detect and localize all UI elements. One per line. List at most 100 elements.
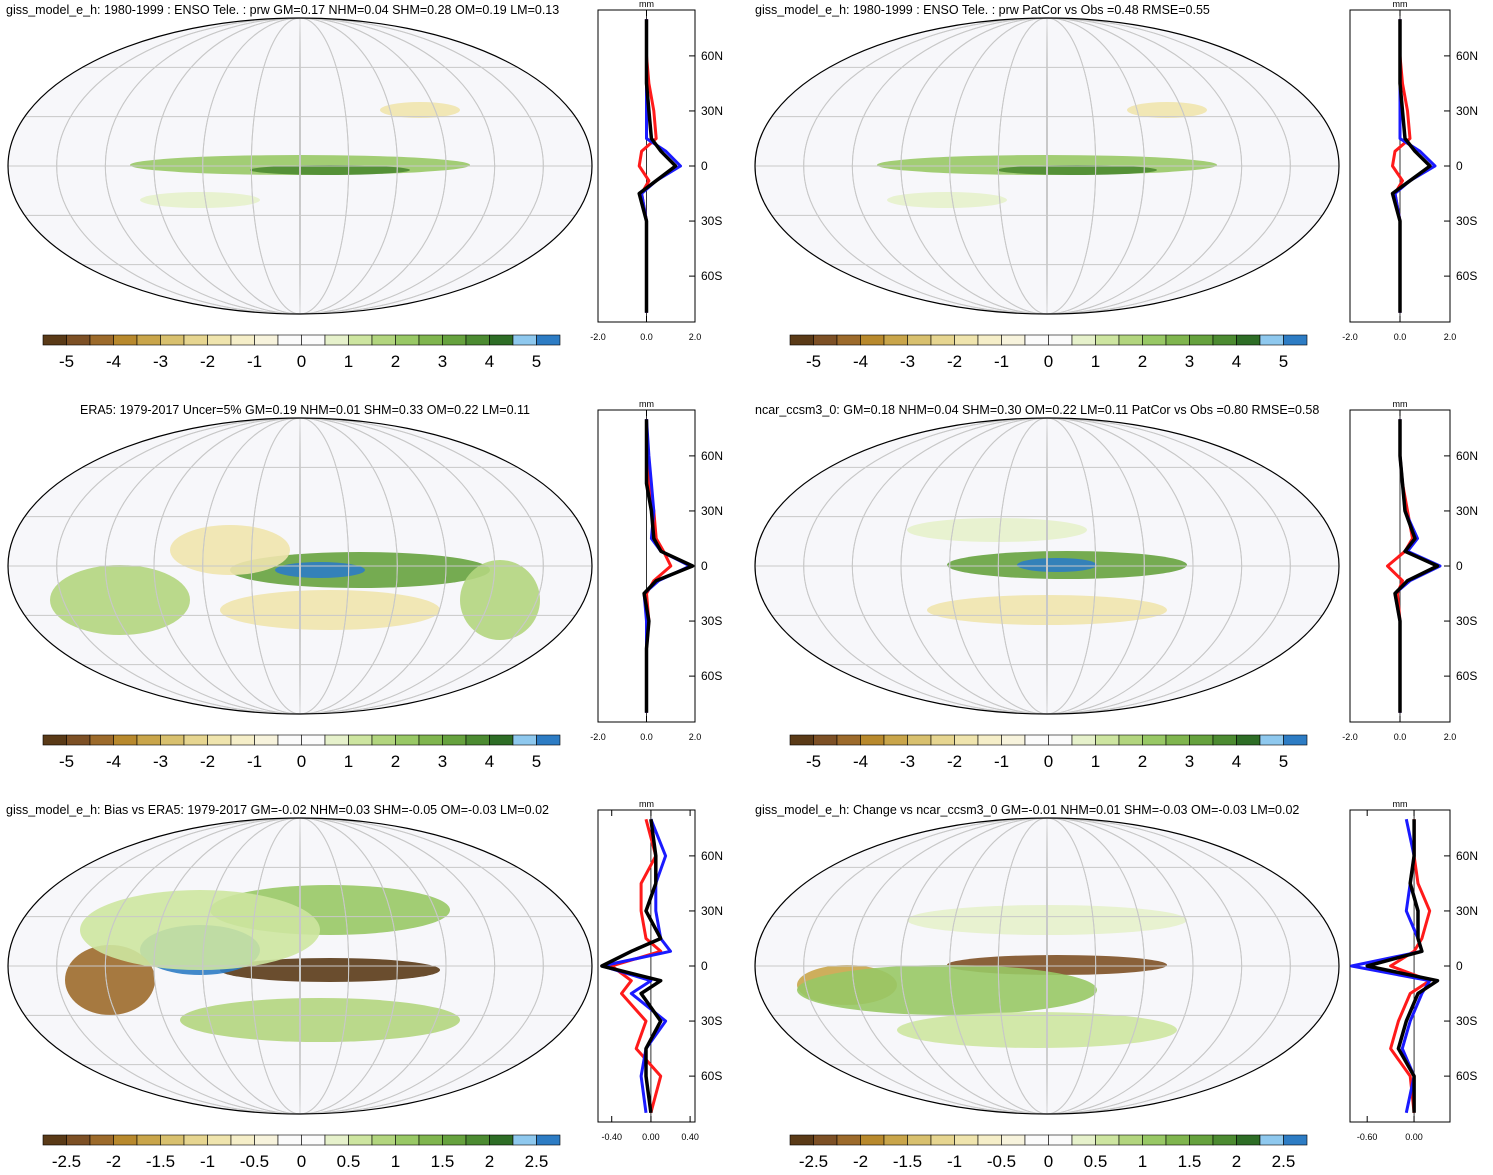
- colorbar-box: [1142, 734, 1167, 746]
- colorbar-box: [1283, 1134, 1308, 1146]
- colorbar-label: 4: [485, 752, 494, 771]
- profile-line: [610, 818, 663, 1114]
- x-tick-label: 2.0: [1444, 732, 1457, 742]
- field-blob: [997, 165, 1157, 175]
- colorbar-box: [1048, 734, 1073, 746]
- colorbar-box: [207, 734, 232, 746]
- colorbar-box: [860, 734, 885, 746]
- map-outline: [754, 17, 1340, 315]
- colorbar-box: [301, 334, 326, 346]
- panel: ncar_ccsm3_0: GM=0.18 NHM=0.04 SHM=0.30 …: [754, 399, 1478, 771]
- colorbar-box: [1165, 1134, 1190, 1146]
- colorbar-box: [42, 1134, 67, 1146]
- colorbar-label: -2: [947, 352, 962, 371]
- colorbar-box: [1236, 734, 1261, 746]
- colorbar-label: -1: [200, 1152, 215, 1170]
- colorbar-label: -4: [853, 352, 868, 371]
- colorbar-box: [254, 334, 279, 346]
- colorbar-box: [371, 334, 396, 346]
- profile-frame: [1349, 409, 1451, 723]
- colorbar-label: -1: [994, 752, 1009, 771]
- colorbar-box: [66, 734, 91, 746]
- y-tick-label: 30N: [701, 104, 723, 118]
- field-blob: [80, 890, 320, 970]
- colorbar-label: 1: [344, 352, 353, 371]
- meridian: [153, 418, 447, 714]
- colorbar-box: [254, 1134, 279, 1146]
- colorbar-label: 4: [1232, 752, 1241, 771]
- colorbar-label: 2.5: [1272, 1152, 1296, 1170]
- colorbar-box: [907, 334, 932, 346]
- colorbar-box: [89, 334, 114, 346]
- colorbar-label: -2: [200, 352, 215, 371]
- colorbar-box: [1071, 734, 1096, 746]
- colorbar-box: [160, 334, 185, 346]
- colorbar-label: 1: [1091, 752, 1100, 771]
- colorbar-box: [789, 1134, 814, 1146]
- colorbar-box: [277, 334, 302, 346]
- colorbar-label: -1.5: [893, 1152, 922, 1170]
- meridian: [299, 18, 301, 314]
- profile-line: [1393, 419, 1440, 713]
- map-field: [8, 818, 592, 1114]
- colorbar-box: [1189, 1134, 1214, 1146]
- profile-unit: mm: [1393, 399, 1408, 409]
- colorbar-box: [1024, 334, 1049, 346]
- colorbar-box: [1236, 1134, 1261, 1146]
- colorbar-box: [136, 734, 161, 746]
- colorbar-box: [1095, 334, 1120, 346]
- meridian: [1046, 818, 1048, 1114]
- map-outline: [754, 817, 1340, 1115]
- y-tick-label: 60N: [1456, 849, 1478, 863]
- x-tick-label: 0.40: [681, 1132, 699, 1142]
- colorbar-label: -1.5: [146, 1152, 175, 1170]
- colorbar-box: [277, 734, 302, 746]
- colorbar-label: -0.5: [987, 1152, 1016, 1170]
- profile-unit: mm: [639, 399, 654, 409]
- field-blob: [220, 958, 440, 982]
- meridian: [851, 418, 1243, 714]
- colorbar-box: [160, 1134, 185, 1146]
- y-tick-label: 60N: [1456, 49, 1478, 63]
- colorbar-label: 5: [532, 752, 541, 771]
- colorbar-box: [1259, 1134, 1284, 1146]
- colorbar-box: [66, 334, 91, 346]
- y-tick-label: 30S: [701, 214, 722, 228]
- colorbar-box: [230, 734, 255, 746]
- colorbar-label: -1: [247, 752, 262, 771]
- colorbar-box: [883, 334, 908, 346]
- y-tick-label: 30S: [1456, 614, 1477, 628]
- colorbar-label: -2.5: [799, 1152, 828, 1170]
- map-outline: [754, 417, 1340, 715]
- field-blob: [275, 562, 365, 578]
- colorbar-box: [230, 1134, 255, 1146]
- y-tick-label: 60N: [701, 49, 723, 63]
- meridian: [56, 818, 544, 1114]
- map-outline: [7, 17, 593, 315]
- colorbar-box: [977, 734, 1002, 746]
- x-tick-label: 0.0: [640, 332, 653, 342]
- y-tick-label: 30S: [701, 614, 722, 628]
- meridian: [997, 818, 1097, 1114]
- colorbar-box: [42, 734, 67, 746]
- colorbar-box: [512, 1134, 537, 1146]
- colorbar-box: [183, 334, 208, 346]
- panel-title: ERA5: 1979-2017 Uncer=5% GM=0.19 NHM=0.0…: [80, 403, 530, 417]
- colorbar-box: [954, 1134, 979, 1146]
- profile-frame: [1349, 9, 1451, 323]
- field-blob: [170, 525, 290, 575]
- colorbar-box: [348, 1134, 373, 1146]
- colorbar-box: [136, 1134, 161, 1146]
- profile-frame: [597, 809, 696, 1123]
- colorbar-box: [977, 334, 1002, 346]
- profile-frame: [1349, 809, 1451, 1123]
- colorbar-box: [1118, 334, 1143, 346]
- colorbar-box: [1118, 1134, 1143, 1146]
- colorbar-box: [89, 734, 114, 746]
- colorbar-label: 1: [391, 1152, 400, 1170]
- colorbar-box: [1024, 1134, 1049, 1146]
- colorbar-box: [324, 1134, 349, 1146]
- y-tick-label: 30N: [1456, 904, 1478, 918]
- colorbar-box: [418, 734, 443, 746]
